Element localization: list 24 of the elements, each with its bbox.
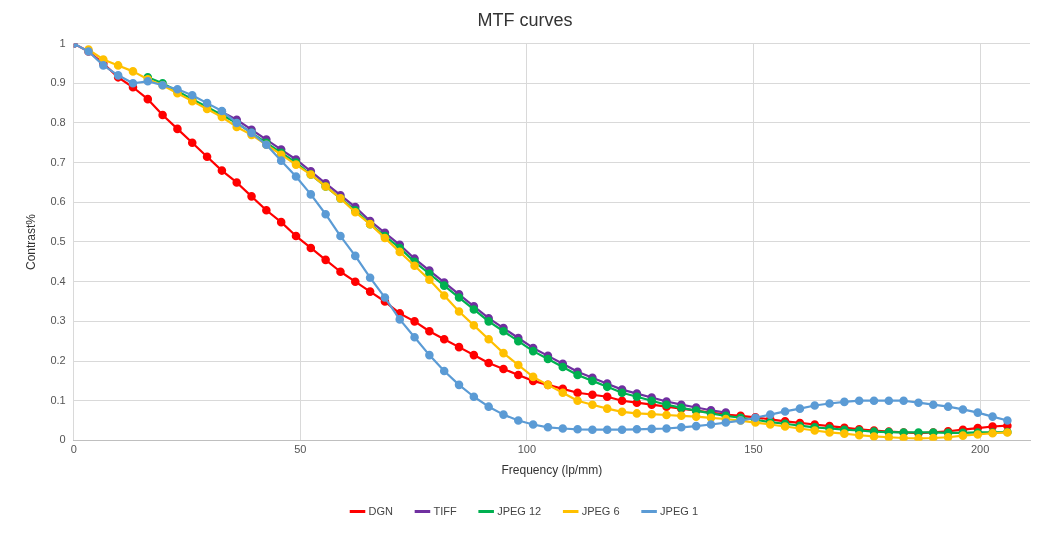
- y-tick-label: 0.6: [50, 195, 66, 208]
- y-tick-label: 0.9: [50, 76, 66, 89]
- x-axis-title: Frequency (lp/mm): [501, 463, 603, 478]
- y-tick-label: 0.8: [50, 115, 66, 128]
- legend-label: DGN: [368, 504, 394, 517]
- y-tick-label: 0.2: [50, 354, 66, 367]
- x-tick-label: 150: [744, 443, 763, 456]
- chart-title: MTF curves: [477, 9, 573, 30]
- y-tick-label: 0.1: [50, 393, 66, 406]
- y-tick-label: 0.7: [50, 155, 66, 168]
- x-tick-label: 50: [294, 443, 307, 456]
- y-tick-label: 0.3: [50, 314, 66, 327]
- legend-label: TIFF: [433, 504, 457, 517]
- y-tick-label: 0.5: [50, 235, 66, 248]
- x-tick-label: 200: [970, 443, 990, 456]
- y-tick-label: 1: [59, 36, 66, 49]
- y-axis-title: Contrast%: [23, 213, 38, 271]
- legend-label: JPEG 6: [581, 504, 620, 517]
- y-tick-label: 0.4: [50, 274, 66, 287]
- y-tick-label: 0: [59, 433, 66, 446]
- legend-label: JPEG 1: [660, 504, 698, 517]
- x-tick-label: 100: [517, 443, 537, 456]
- legend-label: JPEG 12: [497, 504, 542, 517]
- x-tick-label: 0: [70, 443, 77, 456]
